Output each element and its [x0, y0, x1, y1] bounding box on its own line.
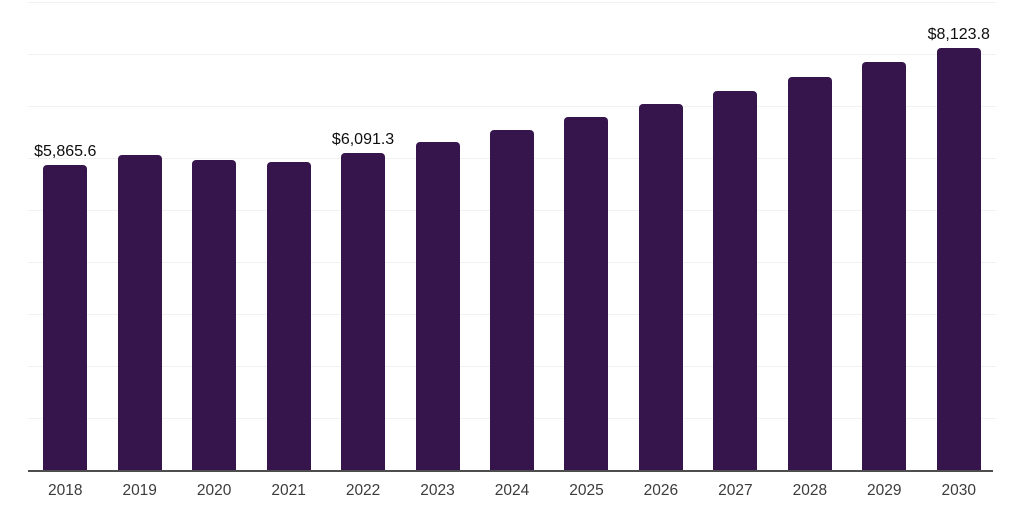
value-label-2022: $6,091.3 [331, 131, 395, 149]
bar-2024 [490, 129, 534, 470]
bar-2021 [266, 162, 311, 470]
value-label-2030: $8,123.8 [927, 25, 990, 43]
bar-2028 [787, 76, 832, 470]
bar-2019 [117, 154, 162, 470]
gridline-7000 [28, 106, 996, 107]
x-tick-2023: 2023 [420, 482, 455, 499]
x-tick-2025: 2025 [569, 482, 604, 499]
bar-2026 [638, 104, 683, 470]
x-tick-2028: 2028 [792, 482, 828, 499]
bar-2030 [936, 47, 981, 470]
gridline-8000 [28, 54, 996, 55]
bar-2018 [43, 164, 88, 470]
x-tick-2018: 2018 [47, 482, 83, 499]
bar-2023 [415, 141, 460, 470]
x-tick-2029: 2029 [867, 482, 902, 499]
x-tick-2019: 2019 [122, 482, 157, 499]
bar-2027 [713, 90, 758, 470]
bar-2025 [564, 117, 609, 470]
x-tick-2021: 2021 [271, 482, 306, 499]
x-tick-2030: 2030 [941, 482, 977, 499]
x-axis-line [28, 470, 993, 472]
value-label-2018: $5,865.6 [34, 142, 97, 160]
gridline-9000 [28, 2, 996, 3]
x-tick-2026: 2026 [643, 482, 679, 499]
bar-2022 [341, 153, 386, 470]
x-tick-2022: 2022 [345, 482, 381, 499]
x-tick-2024: 2024 [494, 482, 530, 499]
bar-2029 [862, 62, 907, 470]
bar-2020 [192, 159, 237, 470]
x-tick-2027: 2027 [718, 482, 753, 499]
x-tick-2020: 2020 [196, 482, 232, 499]
